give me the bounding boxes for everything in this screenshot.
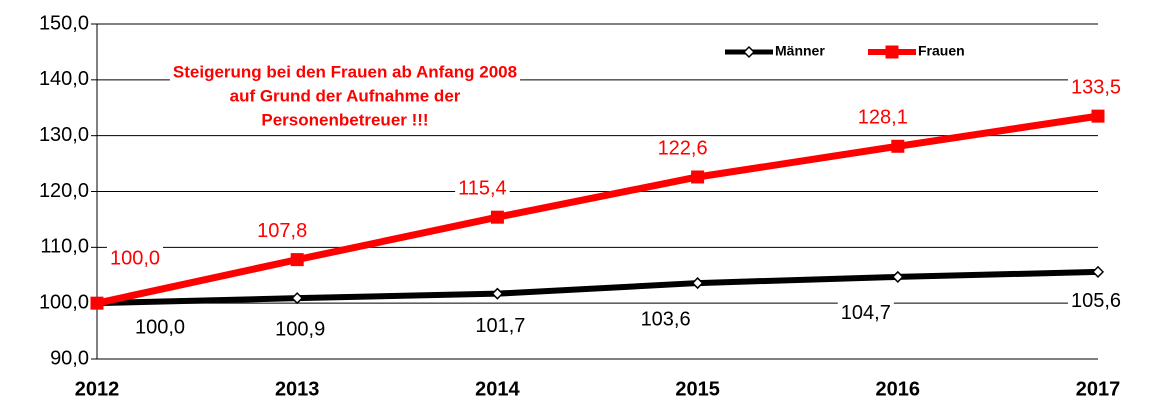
data-label-group: 100,0 <box>106 246 164 271</box>
marker <box>742 45 756 59</box>
annotation: auf Grund der Aufnahme der <box>230 86 461 105</box>
data-label-group: 100,0 <box>131 315 189 340</box>
data-label: 100,0 <box>110 247 160 269</box>
data-label: 105,6 <box>1071 290 1121 312</box>
x-tick-label: 2017 <box>1076 378 1121 400</box>
data-label-bg <box>131 315 189 340</box>
y-tick-label: 130,0 <box>39 124 89 146</box>
data-label-group: 105,6 <box>1067 289 1125 314</box>
marker <box>290 253 304 267</box>
data-label: 133,5 <box>1071 76 1121 98</box>
data-label: 128,1 <box>858 107 908 129</box>
data-label-group: 133,5 <box>1067 75 1125 100</box>
annotation-bg <box>169 61 521 83</box>
data-label-bg <box>854 105 911 130</box>
data-label-bg <box>1067 289 1125 314</box>
legend-label: Frauen <box>918 43 965 59</box>
data-label: 115,4 <box>458 177 507 199</box>
data-label: 107,8 <box>257 220 307 242</box>
data-label: 100,9 <box>275 318 325 340</box>
marker <box>691 170 705 184</box>
data-label-bg <box>654 136 711 161</box>
annotation-group: Steigerung bei den Frauen ab Anfang 2008 <box>169 61 521 83</box>
x-tick-label: 2013 <box>275 378 320 400</box>
legend-label: Männer <box>775 43 825 59</box>
x-tick-label: 2015 <box>675 378 720 400</box>
x-tick-label: 2014 <box>475 378 520 400</box>
line <box>96 112 1099 307</box>
marker <box>1091 109 1105 123</box>
annotation-group: Personenbetreuer !!! <box>258 109 432 131</box>
data-label: 122,6 <box>658 137 708 159</box>
annotation-bg <box>226 85 464 107</box>
data-label: 103,6 <box>641 308 691 330</box>
line <box>96 268 1099 307</box>
data-label-bg <box>472 313 529 338</box>
annotation: Personenbetreuer !!! <box>261 110 428 129</box>
data-label-bg <box>272 317 329 342</box>
marker <box>490 210 504 224</box>
y-tick-label: 110,0 <box>40 236 89 258</box>
data-label-group: 122,6 <box>654 136 711 161</box>
data-label-group: 128,1 <box>854 105 911 130</box>
data-label-bg <box>106 246 164 271</box>
marker <box>891 270 904 283</box>
y-tick-label: 120,0 <box>39 180 89 202</box>
y-tick-label: 140,0 <box>39 68 89 90</box>
marker <box>491 287 504 300</box>
data-label-bg <box>455 176 510 201</box>
marker <box>291 292 304 305</box>
data-label-group: 107,8 <box>254 218 311 243</box>
data-label-group: 101,7 <box>472 313 529 338</box>
data-label-group: 104,7 <box>837 301 894 326</box>
marker <box>885 45 899 59</box>
data-label-bg <box>637 307 694 332</box>
x-tick-label: 2012 <box>75 378 120 400</box>
data-label-bg <box>254 218 311 243</box>
data-label-group: 100,9 <box>272 317 329 342</box>
annotation: Steigerung bei den Frauen ab Anfang 2008 <box>173 62 517 81</box>
data-label-bg <box>1067 75 1125 100</box>
y-tick-label: 100,0 <box>39 291 89 313</box>
annotation-bg <box>258 109 432 131</box>
data-label-group: 103,6 <box>637 307 694 332</box>
annotation-group: auf Grund der Aufnahme der <box>226 85 464 107</box>
marker <box>90 296 104 310</box>
marker <box>691 277 704 290</box>
data-label: 104,7 <box>841 302 891 324</box>
y-tick-label: 90,0 <box>50 347 89 369</box>
marker <box>891 139 905 153</box>
x-tick-label: 2016 <box>876 378 921 400</box>
data-label-bg <box>837 301 894 326</box>
y-tick-label: 150,0 <box>39 12 89 34</box>
marker <box>1091 265 1105 278</box>
data-label: 100,0 <box>135 316 185 338</box>
data-label: 101,7 <box>475 315 525 337</box>
data-label-group: 115,4 <box>455 176 510 201</box>
